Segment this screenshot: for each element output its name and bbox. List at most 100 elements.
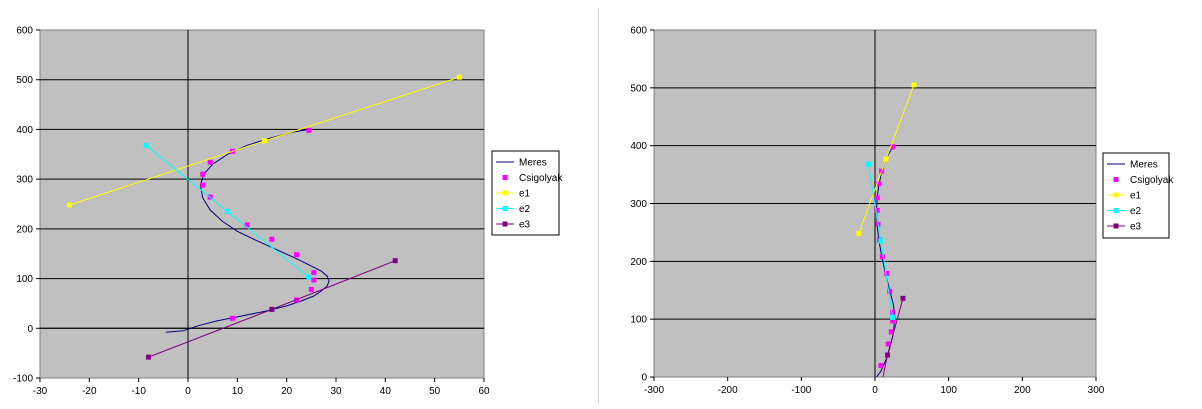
series-e2-point	[878, 238, 884, 244]
y-tick-label: 200	[630, 257, 647, 268]
series-csigolyak-point	[229, 315, 235, 321]
x-tick-label: 10	[232, 386, 244, 397]
x-tick-label: -300	[644, 385, 664, 396]
legend-e2-label: e2	[1130, 206, 1142, 217]
series-csigolyak-point	[878, 362, 884, 368]
x-tick-label: -30	[33, 386, 48, 397]
legend-e3-marker	[502, 221, 508, 227]
series-e1-point	[883, 156, 889, 162]
legend-meres-label: Meres	[1130, 160, 1158, 171]
chart-right: -300 -200 -100 0 100 200 300 0 100 200 300 400 500 60…	[630, 26, 1174, 397]
series-csigolyak-point	[294, 252, 300, 258]
legend-csigolyak-label: Csigolyak	[519, 173, 563, 184]
x-tick-label: 20	[281, 386, 293, 397]
series-csigolyak-point	[887, 288, 893, 294]
chart-divider	[598, 8, 599, 404]
y-tick-label: 500	[16, 75, 33, 86]
series-e3-point	[885, 352, 891, 358]
series-csigolyak-point	[207, 159, 213, 165]
legend-e1-label: e1	[1130, 191, 1142, 202]
series-group	[856, 82, 917, 382]
series-csigolyak-point	[874, 195, 880, 201]
series-csigolyak-point	[885, 341, 891, 347]
legend-csigolyak-label: Csigolyak	[1130, 175, 1174, 186]
legend-e2-marker	[1113, 208, 1119, 213]
x-tick-label: 0	[185, 386, 191, 397]
legend-e1-label: e1	[519, 189, 531, 200]
y-tick-label: 500	[630, 83, 647, 94]
series-csigolyak-point	[890, 144, 896, 150]
y-tick-label: 0	[27, 324, 33, 335]
y-tick-label: -100	[13, 374, 33, 385]
series-csigolyak-point	[876, 181, 882, 187]
series-csigolyak-point	[874, 207, 880, 213]
y-tick-label: 100	[16, 274, 33, 285]
legend-csigolyak-marker	[502, 175, 508, 180]
x-tick-label: 40	[380, 386, 392, 397]
series-group	[67, 74, 462, 360]
legend-meres-label: Meres	[519, 158, 547, 169]
series-e2-point	[890, 314, 896, 320]
y-tick-label: 300	[16, 175, 33, 186]
series-csigolyak-point	[244, 222, 250, 228]
series-e1-point	[67, 202, 73, 208]
series-meres-line	[165, 128, 330, 333]
series-e1-point	[261, 138, 267, 144]
y-tick-label: 600	[16, 26, 33, 37]
series-csigolyak-point	[879, 254, 885, 260]
y-tick-label: 0	[641, 373, 647, 384]
series-csigolyak-point	[884, 270, 890, 276]
y-tick-label: 100	[630, 315, 647, 326]
x-tick-label: -20	[82, 386, 97, 397]
legend-e1-marker	[502, 190, 508, 196]
series-e1-point	[911, 82, 917, 88]
x-tick-label: -100	[791, 385, 811, 396]
series-csigolyak-point	[200, 182, 206, 188]
series-csigolyak-point	[311, 277, 317, 283]
series-e3-point	[146, 354, 152, 360]
series-e2-point	[224, 208, 230, 214]
series-csigolyak-point	[890, 309, 896, 315]
series-e3-point	[900, 295, 906, 301]
x-tick-label: 50	[429, 386, 441, 397]
legend-e3-label: e3	[519, 220, 531, 231]
x-tick-label: 60	[478, 386, 490, 397]
x-tick-label: 200	[1014, 385, 1031, 396]
chart-left: -30 -20 -10 0 10 20 30 40 50 60-10001002003004005…	[13, 26, 563, 398]
y-tick-label: 400	[630, 141, 647, 152]
series-csigolyak-point	[311, 270, 317, 276]
series-csigolyak-point	[269, 236, 275, 242]
x-tick-label: 30	[330, 386, 342, 397]
series-e2-point	[143, 142, 149, 148]
y-tick-label: 600	[630, 26, 647, 37]
x-tick-label: 100	[940, 385, 957, 396]
series-e1-point	[456, 74, 462, 80]
legend-e1-marker	[1113, 192, 1119, 198]
x-tick-label: -10	[131, 386, 146, 397]
legend-e3-label: e3	[1130, 222, 1142, 233]
plot-area	[39, 29, 485, 379]
legend-csigolyak-marker	[1113, 177, 1119, 182]
legend-e2-marker	[502, 206, 508, 211]
x-tick-label: 0	[872, 385, 878, 396]
series-e2-point	[865, 161, 871, 167]
legend: Meres Csigolyak e1 e2 e3	[1102, 152, 1174, 239]
y-tick-label: 400	[16, 125, 33, 136]
series-e3-point	[269, 306, 275, 312]
legend-e3-marker	[1113, 223, 1119, 229]
series-e3-point	[392, 258, 398, 264]
series-csigolyak-point	[306, 127, 312, 133]
series-csigolyak-point	[200, 171, 206, 177]
legend: Meres Csigolyak e1 e2 e3	[491, 150, 563, 236]
series-e1-point	[856, 231, 862, 237]
series-csigolyak-point	[308, 287, 314, 293]
series-e2-point	[306, 274, 312, 280]
y-tick-label: 300	[630, 199, 647, 210]
series-e3-point	[880, 377, 885, 382]
x-tick-label: -200	[718, 385, 738, 396]
series-csigolyak-point	[890, 318, 896, 324]
series-csigolyak-point	[888, 329, 894, 335]
x-tick-label: 300	[1088, 385, 1105, 396]
legend-e2-label: e2	[519, 204, 531, 215]
y-tick-label: 200	[16, 224, 33, 235]
